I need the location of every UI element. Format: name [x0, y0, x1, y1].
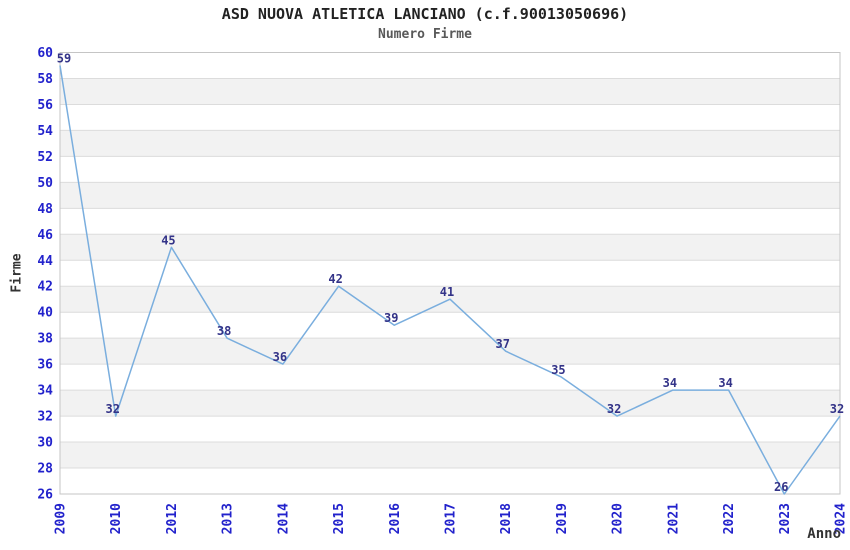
x-tick-label: 2009 — [54, 503, 69, 534]
y-tick-label: 48 — [37, 202, 53, 217]
x-tick-label: 2021 — [666, 503, 681, 534]
x-axis-title: Anno — [807, 526, 841, 542]
chart-subtitle: Numero Firme — [378, 27, 472, 42]
x-tick-label: 2017 — [444, 503, 459, 534]
y-tick-label: 26 — [37, 488, 53, 503]
x-tick-label: 2012 — [165, 503, 180, 534]
data-label: 34 — [718, 376, 732, 390]
x-tick-label: 2010 — [109, 503, 124, 534]
y-tick-label: 46 — [37, 228, 53, 243]
data-label: 59 — [57, 51, 71, 65]
data-label: 39 — [384, 311, 398, 325]
y-tick-label: 42 — [37, 280, 53, 295]
data-label: 37 — [495, 337, 509, 351]
x-tick-label: 2018 — [499, 503, 514, 534]
y-tick-label: 36 — [37, 358, 53, 373]
plot-border — [59, 52, 841, 495]
x-tick-label: 2016 — [388, 503, 403, 534]
data-label: 32 — [607, 402, 621, 416]
plot-band — [60, 390, 840, 417]
x-tick-label: 2022 — [722, 503, 737, 534]
plot-band — [60, 338, 840, 365]
plot-band — [60, 442, 840, 469]
chart-title: ASD NUOVA ATLETICA LANCIANO (c.f.9001305… — [221, 5, 629, 23]
y-axis-title: Firme — [9, 253, 25, 293]
y-tick-label: 52 — [37, 150, 53, 165]
plot-band — [60, 130, 840, 157]
data-label: 38 — [217, 324, 231, 338]
y-tick-label: 44 — [37, 254, 53, 269]
y-tick-label: 28 — [37, 462, 53, 477]
x-tick-label: 2013 — [221, 503, 236, 534]
plot-band — [60, 182, 840, 209]
x-tick-label: 2020 — [611, 503, 626, 534]
x-tick-label: 2015 — [332, 503, 347, 534]
data-label: 36 — [273, 350, 287, 364]
y-tick-label: 30 — [37, 436, 53, 451]
data-label: 32 — [105, 402, 119, 416]
plot-band — [60, 234, 840, 261]
y-tick-label: 40 — [37, 306, 53, 321]
line-series — [59, 65, 841, 495]
plot-band — [60, 78, 840, 105]
data-label: 41 — [440, 285, 454, 299]
y-tick-label: 56 — [37, 98, 53, 113]
x-tick-label: 2014 — [276, 503, 291, 534]
y-tick-label: 34 — [37, 384, 53, 399]
y-tick-label: 38 — [37, 332, 53, 347]
data-label: 32 — [830, 402, 844, 416]
y-tick-label: 58 — [37, 72, 53, 87]
data-label: 34 — [663, 376, 677, 390]
y-tick-label: 54 — [37, 124, 53, 139]
y-tick-label: 50 — [37, 176, 53, 191]
data-label: 42 — [328, 272, 342, 286]
x-tick-label: 2023 — [778, 503, 793, 534]
data-label: 26 — [774, 480, 788, 494]
x-tick-label: 2024 — [834, 503, 849, 534]
data-label: 45 — [161, 233, 175, 247]
data-label: 35 — [551, 363, 565, 377]
y-tick-label: 32 — [37, 410, 53, 425]
x-tick-label: 2019 — [555, 503, 570, 534]
y-tick-label: 60 — [37, 46, 53, 61]
